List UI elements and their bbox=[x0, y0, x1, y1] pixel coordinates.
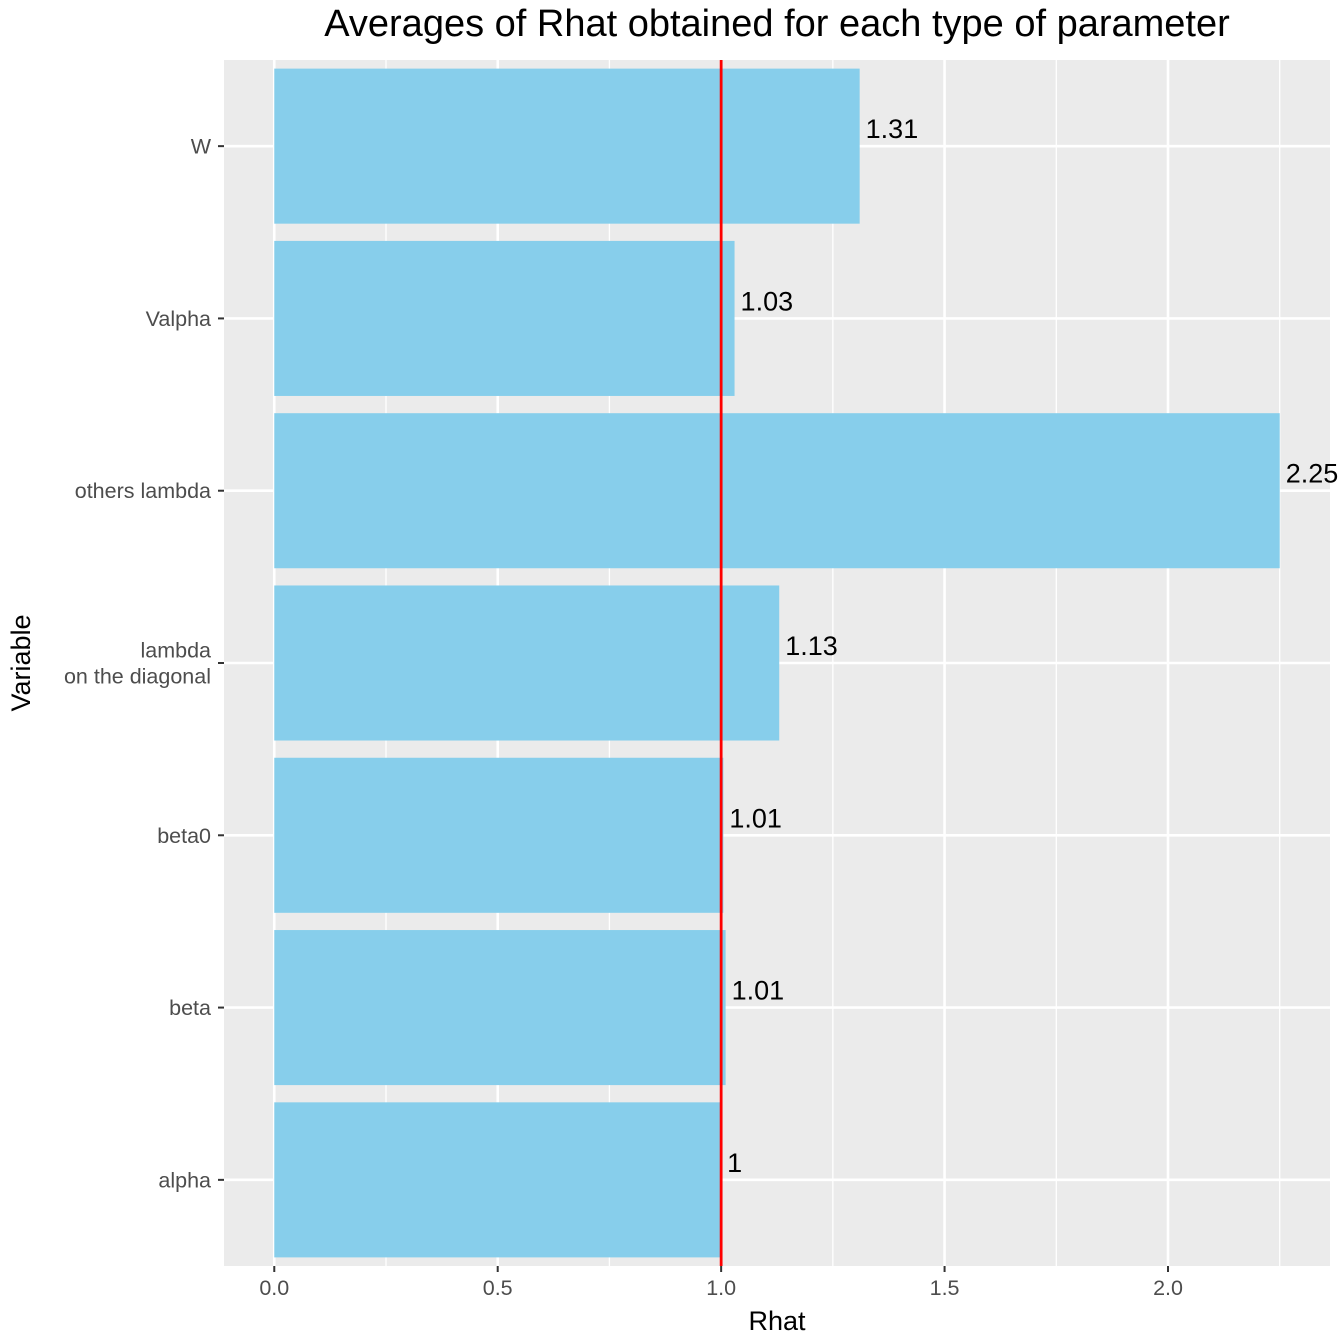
y-tick-label: others lambda bbox=[75, 479, 211, 503]
x-tick-label: 0.0 bbox=[259, 1276, 289, 1300]
y-axis: alpha beta beta0 lambda on the diagonal other… bbox=[64, 135, 224, 1192]
y-tick-label: beta bbox=[169, 996, 211, 1020]
bar bbox=[274, 757, 724, 913]
x-tick-label: 1.5 bbox=[930, 1276, 960, 1300]
data-label: 2.25 bbox=[1286, 459, 1339, 489]
bar bbox=[274, 240, 735, 396]
x-tick-label: 1.0 bbox=[706, 1276, 736, 1300]
y-tick-label: W bbox=[191, 135, 212, 159]
chart-title: Averages of Rhat obtained for each type … bbox=[324, 3, 1230, 45]
y-tick-label: beta0 bbox=[157, 824, 211, 848]
data-label: 1.03 bbox=[741, 286, 794, 316]
data-label: 1.13 bbox=[785, 631, 838, 661]
data-labels: 1 1.01 1.01 1.13 2.25 1.03 1.31 bbox=[727, 114, 1338, 1178]
data-label: 1.01 bbox=[732, 976, 785, 1006]
bars bbox=[274, 68, 1280, 1258]
x-axis: 0.0 0.5 1.0 1.5 2.0 bbox=[259, 1266, 1183, 1300]
bar bbox=[274, 413, 1280, 569]
data-label: 1 bbox=[727, 1148, 742, 1178]
bar bbox=[274, 930, 726, 1086]
y-axis-title: Variable bbox=[6, 614, 36, 711]
data-label: 1.01 bbox=[729, 803, 782, 833]
y-tick-label: lambda on the diagonal bbox=[64, 639, 211, 689]
bar bbox=[274, 1102, 722, 1258]
x-tick-label: 0.5 bbox=[483, 1276, 513, 1300]
bar bbox=[274, 68, 860, 224]
x-tick-label: 2.0 bbox=[1153, 1276, 1183, 1300]
data-label: 1.31 bbox=[866, 114, 919, 144]
y-tick-label: Valpha bbox=[146, 307, 211, 331]
y-tick-label: alpha bbox=[158, 1168, 211, 1192]
x-axis-title: Rhat bbox=[748, 1306, 806, 1336]
bar bbox=[274, 585, 780, 741]
